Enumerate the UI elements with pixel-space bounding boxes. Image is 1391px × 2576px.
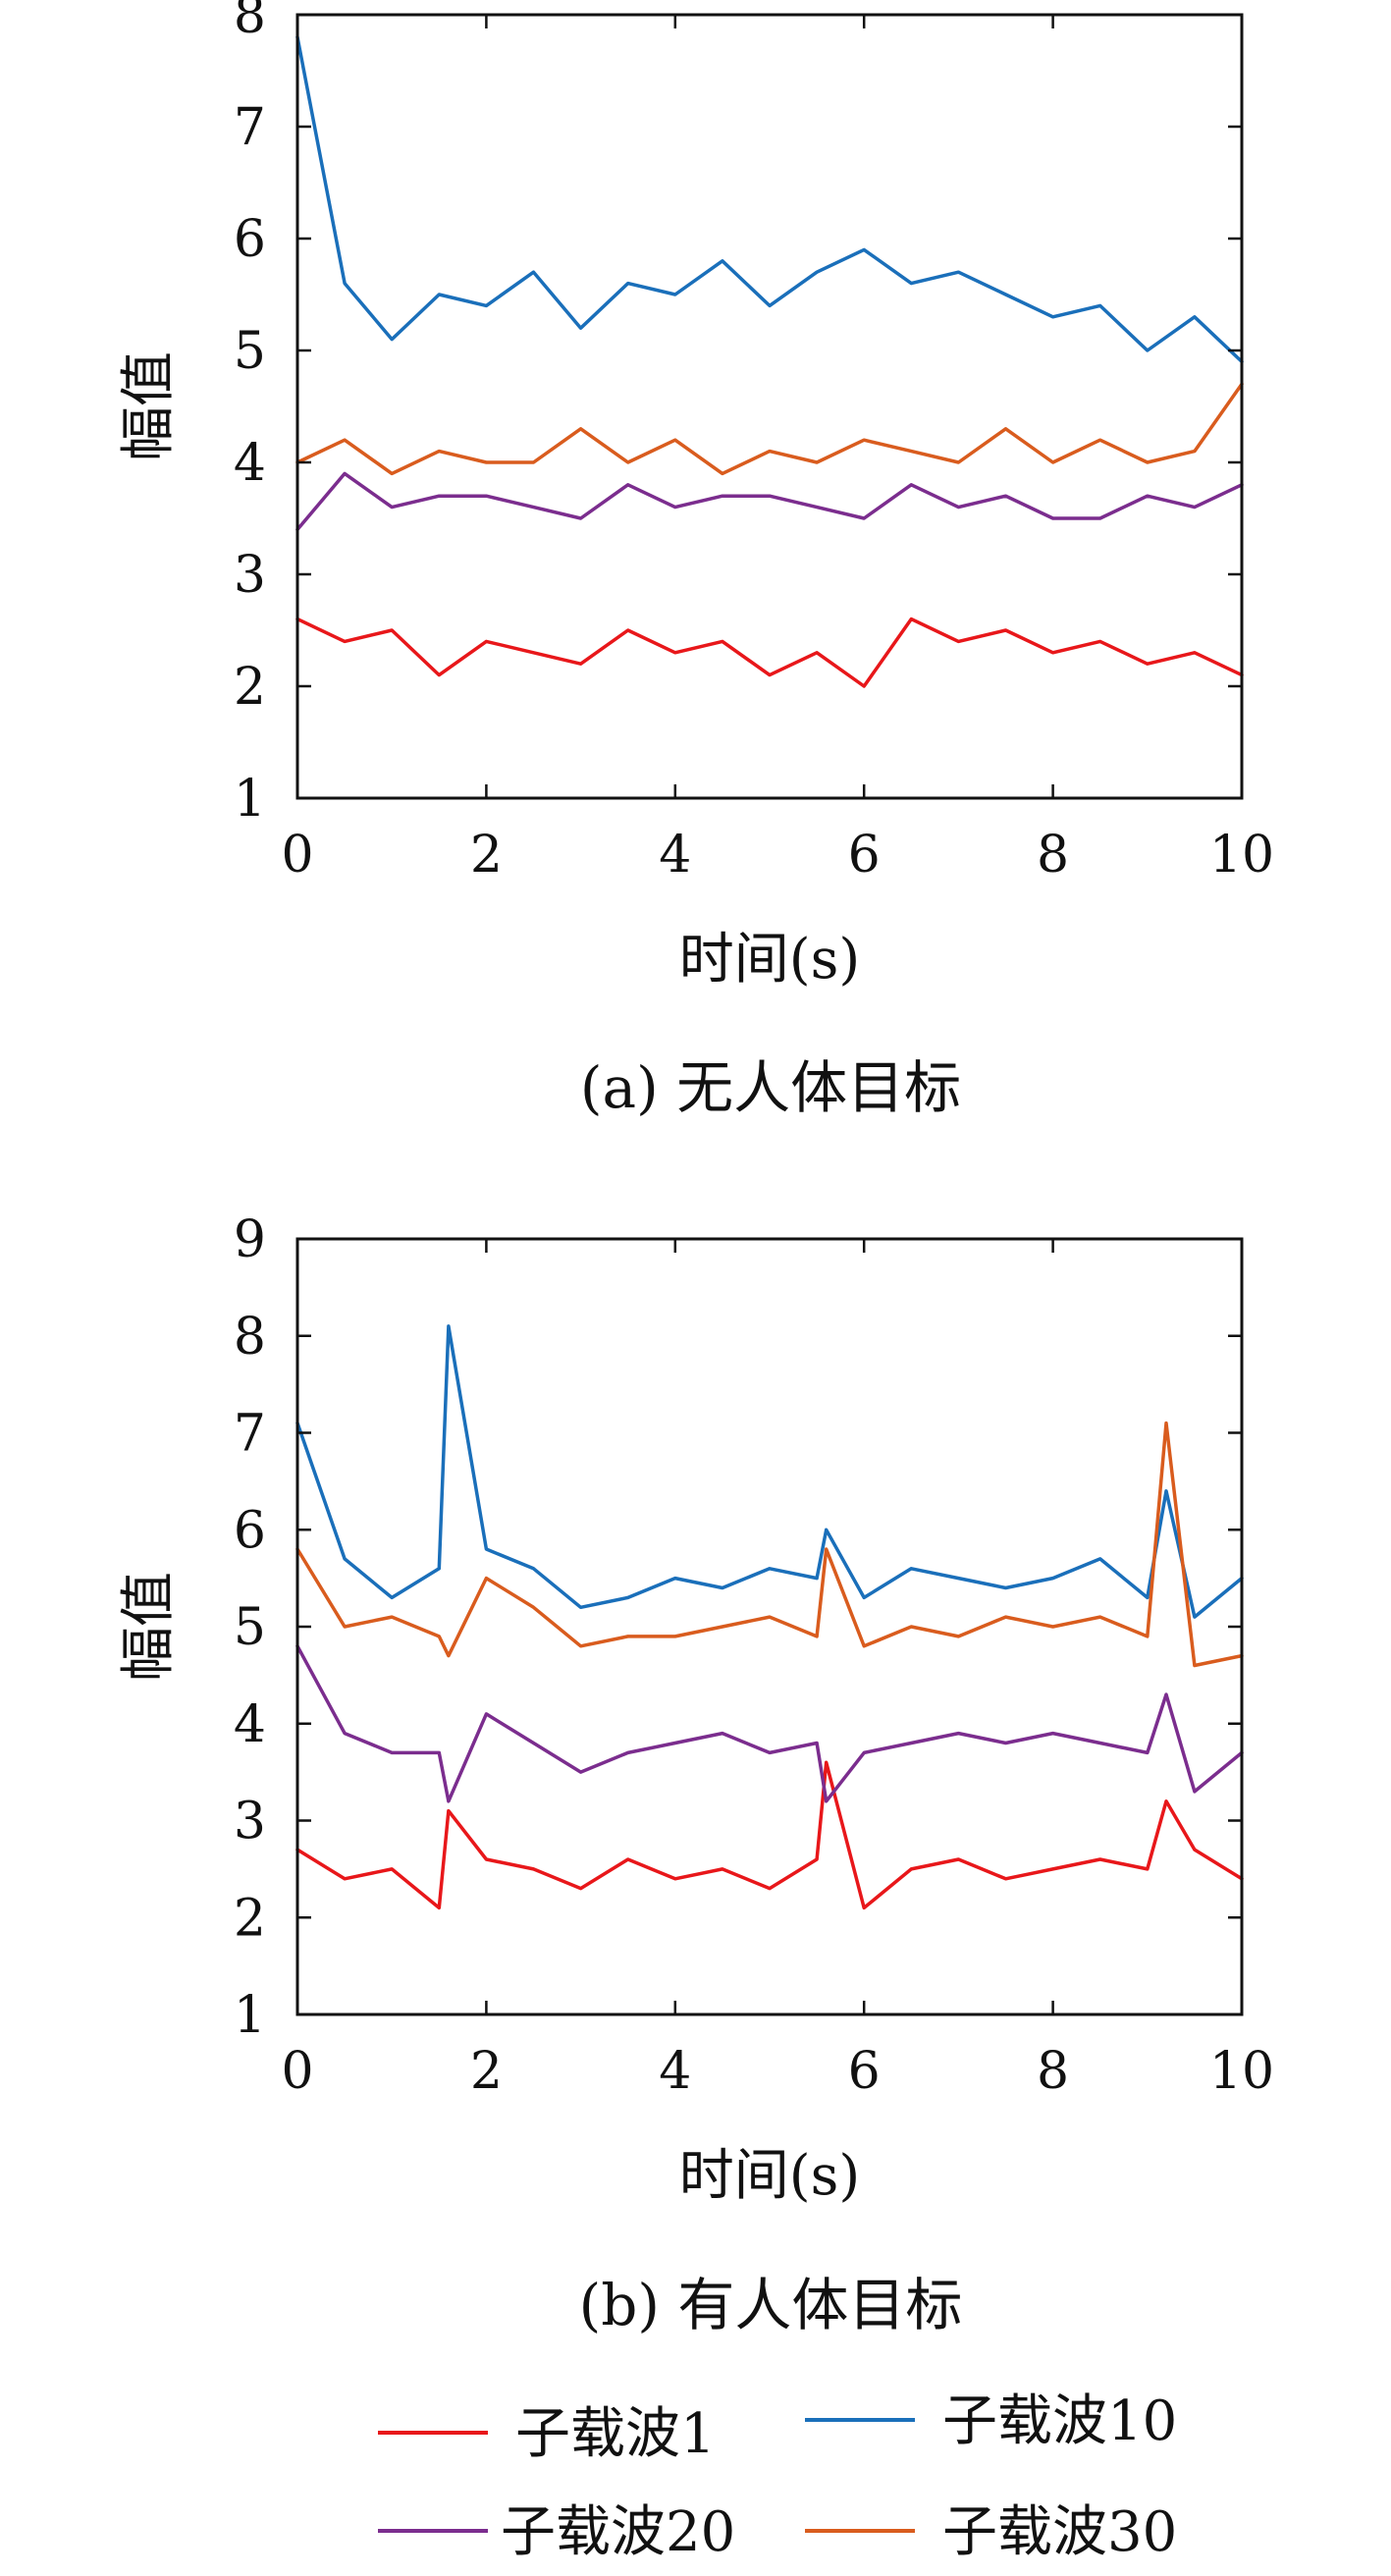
x-tick-label: 10 [1209, 826, 1274, 885]
y-tick-label: 2 [234, 1889, 266, 1948]
y-axis-title: 幅值 [117, 351, 181, 461]
panel-caption: (b) 有人体目标 [579, 2272, 963, 2338]
chart-legend: 子载波1 子载波10 子载波20 子载波30 [378, 2389, 1177, 2564]
x-tick-label: 8 [1037, 2042, 1069, 2101]
x-tick-label: 0 [281, 2042, 313, 2101]
plot-frame [295, 13, 1244, 800]
y-tick-label: 2 [234, 658, 266, 717]
series-line-1 [295, 617, 1244, 688]
x-tick-label: 4 [659, 826, 691, 885]
x-axis-title: 时间(s) [679, 928, 860, 992]
series-line-1 [295, 1760, 1244, 1910]
y-tick-label: 3 [234, 546, 266, 605]
y-tick-label: 1 [234, 770, 266, 829]
series-line-2 [295, 35, 1244, 364]
series-line-4 [295, 382, 1244, 476]
y-tick-label: 9 [234, 1210, 266, 1269]
legend-label: 子载波30 [942, 2500, 1177, 2564]
series-line-2 [295, 1324, 1244, 1619]
series-line-3 [295, 471, 1244, 532]
y-tick-label: 3 [234, 1793, 266, 1852]
x-tick-label: 10 [1209, 2042, 1274, 2101]
legend-label: 子载波20 [501, 2500, 735, 2564]
y-tick-label: 7 [234, 98, 266, 157]
x-tick-label: 6 [848, 826, 881, 885]
y-tick-label: 8 [234, 0, 266, 45]
x-axis-title: 时间(s) [679, 2144, 860, 2208]
x-tick-label: 8 [1037, 826, 1069, 885]
x-tick-label: 2 [470, 826, 503, 885]
x-tick-label: 2 [470, 2042, 503, 2101]
x-tick-label: 6 [848, 2042, 881, 2101]
y-tick-label: 1 [234, 1986, 266, 2045]
x-tick-label: 4 [659, 2042, 691, 2101]
y-tick-label: 4 [234, 434, 266, 493]
legend-label: 子载波10 [942, 2389, 1177, 2453]
y-tick-label: 6 [234, 1501, 266, 1560]
y-tick-label: 7 [234, 1405, 266, 1464]
legend-label: 子载波1 [515, 2402, 716, 2466]
y-axis-title: 幅值 [117, 1572, 181, 1682]
series-line-3 [295, 1644, 1244, 1803]
y-tick-label: 5 [234, 1598, 266, 1657]
series-line-4 [295, 1421, 1244, 1668]
y-tick-label: 8 [234, 1308, 266, 1367]
x-tick-label: 0 [281, 826, 313, 885]
y-tick-label: 4 [234, 1695, 266, 1754]
y-tick-label: 6 [234, 210, 266, 269]
panel-caption: (a) 无人体目标 [580, 1054, 961, 1121]
y-tick-label: 5 [234, 322, 266, 381]
